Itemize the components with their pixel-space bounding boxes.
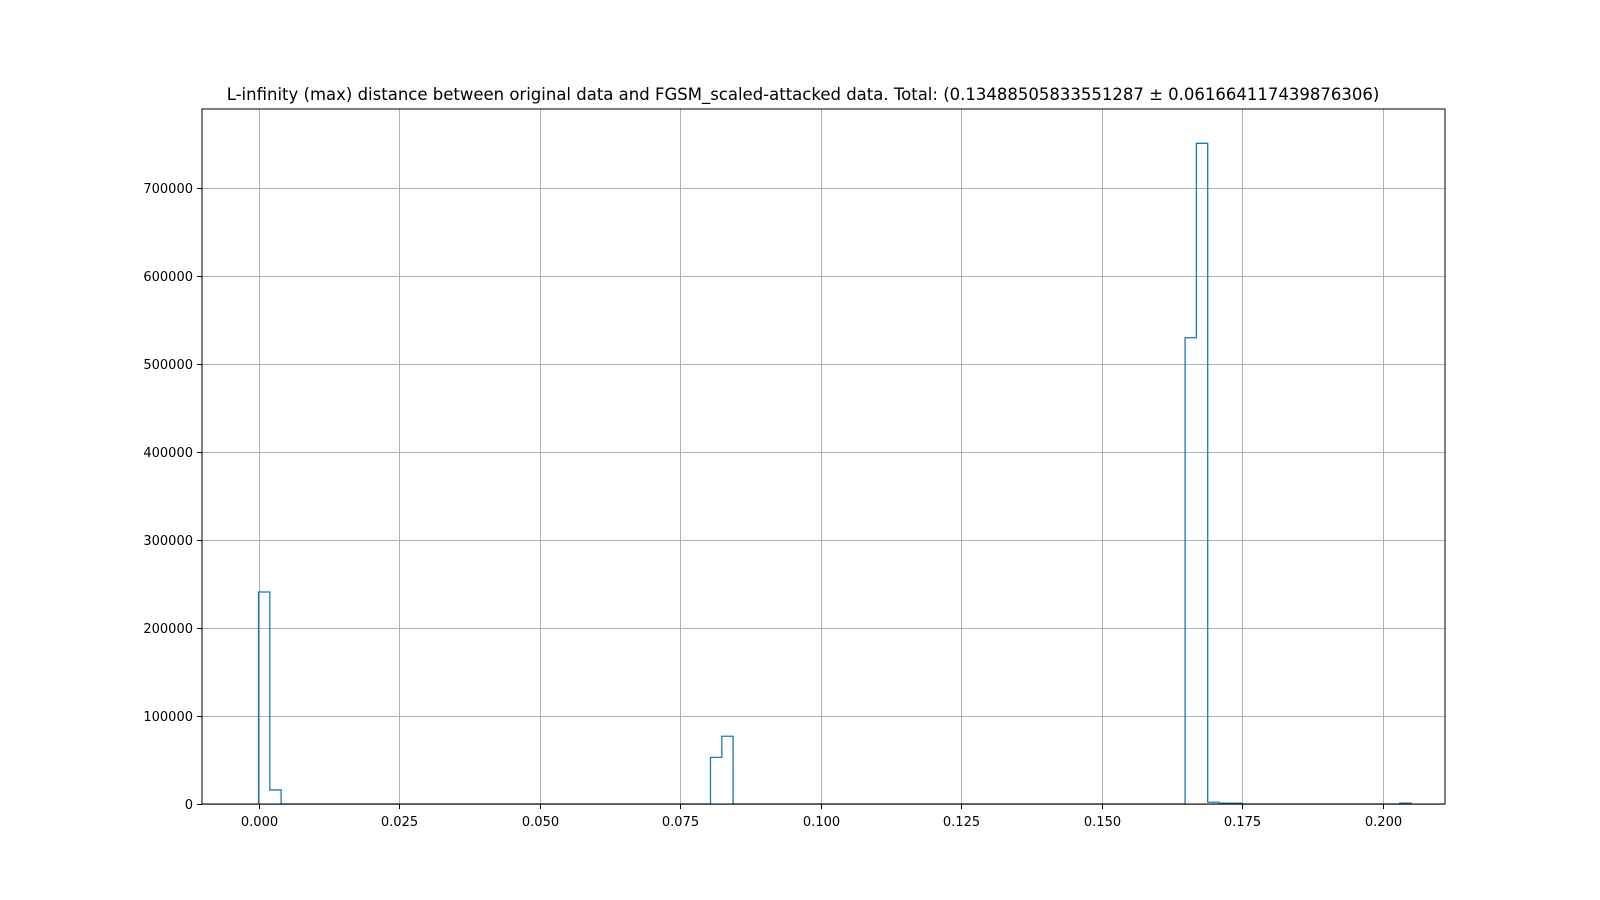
histogram-bin bbox=[270, 790, 281, 804]
histogram-step-line bbox=[257, 142, 1412, 805]
x-tick-label: 0.000 bbox=[241, 815, 278, 830]
x-tick-label: 0.200 bbox=[1365, 815, 1402, 830]
y-tick-label: 400000 bbox=[143, 446, 193, 461]
histogram-bin bbox=[1196, 143, 1207, 804]
histogram-bin bbox=[722, 736, 733, 804]
y-tick-label: 0 bbox=[185, 798, 193, 813]
x-tick-label: 0.175 bbox=[1224, 815, 1261, 830]
plot-frame bbox=[201, 108, 1446, 805]
y-tick-label: 600000 bbox=[143, 270, 193, 285]
grid-lines bbox=[202, 109, 1445, 805]
x-tick-label: 0.025 bbox=[381, 815, 418, 830]
y-tick-label: 200000 bbox=[143, 622, 193, 637]
chart-title: L-infinity (max) distance between origin… bbox=[227, 85, 1380, 105]
y-tick-label: 300000 bbox=[143, 534, 193, 549]
histogram-bin bbox=[711, 757, 722, 804]
y-tick-label: 100000 bbox=[143, 710, 193, 725]
x-axis: 0.000 0.025 0.050 0.075 0.100 0.125 0.150 0.175… bbox=[241, 804, 1402, 830]
x-tick-label: 0.050 bbox=[522, 815, 559, 830]
histogram-bin bbox=[259, 592, 270, 804]
y-tick-label: 700000 bbox=[143, 182, 193, 197]
histogram-bin bbox=[1185, 338, 1196, 804]
x-tick-label: 0.150 bbox=[1084, 815, 1121, 830]
histogram-series bbox=[257, 142, 1412, 805]
y-axis: 0 100000 200000 300000 400000 500000 600000 700… bbox=[143, 182, 202, 813]
x-tick-label: 0.100 bbox=[803, 815, 840, 830]
x-tick-label: 0.125 bbox=[943, 815, 980, 830]
x-tick-label: 0.075 bbox=[662, 815, 699, 830]
y-tick-label: 500000 bbox=[143, 358, 193, 373]
